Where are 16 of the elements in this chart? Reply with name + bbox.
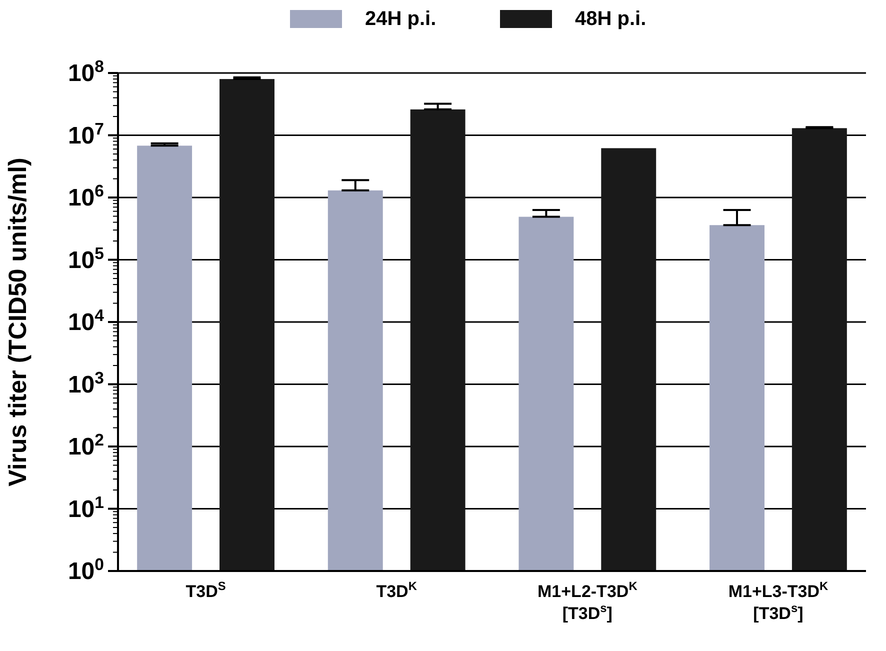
y-tick-label: 10$^{2}$: [68, 430, 104, 460]
y-tick-label: 10$^{3}$: [68, 368, 104, 398]
y-axis-title: Virus titer (TCID50 units/ml): [4, 158, 32, 486]
y-tick-label: 10$^{5}$: [68, 243, 104, 274]
x-tick-label: T3D$^{S}$: [186, 579, 226, 601]
y-tick-label: 10$^{1}$: [68, 492, 104, 523]
y-tick-label: 10$^{6}$: [68, 181, 104, 212]
x-tick-label: T3D$^{K}$: [376, 579, 418, 601]
y-tick-label: 10$^{7}$: [68, 118, 104, 150]
y-tick-label: 10$^{0}$: [68, 554, 104, 585]
legend-label: 48H p.i.: [575, 8, 646, 30]
category-label: M1+L2-T3D$^{K}$ [T3D$^{s}$]: [538, 579, 638, 623]
legend-label: 24H p.i.: [365, 8, 436, 30]
y-tick-label: 10$^{8}$: [68, 56, 104, 87]
category-label: M1+L3-T3D$^{K}$ [T3D$^{s}$]: [728, 579, 828, 623]
y-tick-label: 10$^{4}$: [68, 306, 105, 336]
